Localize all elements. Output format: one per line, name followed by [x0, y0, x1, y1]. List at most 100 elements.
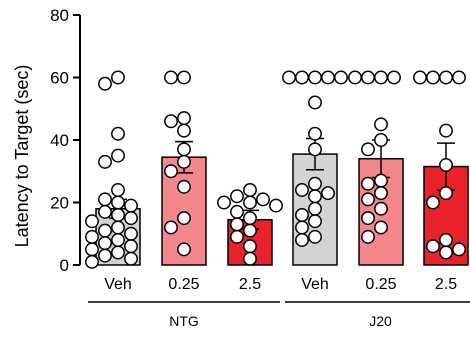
- data-point-1-4: [111, 148, 125, 163]
- data-point-4-11: [321, 186, 335, 201]
- data-point-6-1: [439, 70, 453, 85]
- data-point-6-5: [439, 123, 453, 138]
- data-point-5-15: [361, 229, 375, 244]
- data-point-4-4: [282, 70, 296, 85]
- data-point-5-2: [361, 70, 375, 85]
- y-tick-label-4: 60: [50, 69, 69, 88]
- points-layer: [85, 70, 466, 269]
- data-point-1-16: [124, 226, 138, 241]
- data-point-5-8: [374, 173, 388, 188]
- data-point-5-14: [374, 220, 388, 235]
- data-point-1-9: [124, 198, 138, 213]
- data-point-3-13: [243, 251, 257, 266]
- x-tick-label-1: Veh: [104, 276, 132, 293]
- data-point-6-10: [426, 239, 440, 254]
- data-point-5-11: [361, 192, 375, 207]
- data-point-5-7: [361, 142, 375, 157]
- data-point-6-6: [439, 158, 453, 172]
- data-point-1-5: [98, 154, 112, 169]
- data-point-1-12: [124, 211, 138, 226]
- data-point-3-1: [243, 183, 257, 197]
- group-label-2: J20: [369, 313, 392, 329]
- data-point-5-9: [361, 176, 375, 191]
- data-point-2-5: [177, 123, 191, 138]
- data-point-1-17: [85, 229, 99, 244]
- data-point-2-1: [177, 70, 191, 85]
- group-label-1: NTG: [169, 313, 199, 329]
- data-point-6-8: [426, 195, 440, 210]
- data-point-4-16: [295, 220, 309, 235]
- data-point-3-3: [256, 192, 270, 207]
- data-point-1-13: [85, 214, 99, 229]
- data-point-4-15: [308, 214, 322, 229]
- bars-layer: [95, 153, 469, 266]
- data-point-1-1: [111, 70, 125, 85]
- data-point-5-10: [374, 186, 388, 201]
- data-point-4-2: [295, 70, 309, 85]
- data-point-6-11: [452, 242, 466, 257]
- data-point-1-22: [111, 245, 125, 260]
- data-point-3-11: [230, 229, 244, 244]
- data-point-3-8: [243, 211, 257, 226]
- data-point-3-10: [243, 223, 257, 238]
- data-point-6-4: [413, 70, 427, 85]
- data-point-4-18: [295, 233, 309, 247]
- data-point-3-7: [230, 204, 244, 219]
- y-tick-label-3: 40: [50, 131, 69, 150]
- data-point-2-3: [177, 111, 191, 126]
- axes-layer: 0 20 40 60 80 Veh 0.25 2.5 Veh 0.25 2.5 NTG J20: [50, 6, 470, 329]
- data-point-4-9: [308, 176, 322, 191]
- data-point-2-8: [164, 164, 178, 179]
- data-point-6-7: [439, 186, 453, 201]
- data-point-1-6: [111, 183, 125, 197]
- data-point-3-5: [217, 195, 231, 210]
- data-point-4-12: [308, 189, 322, 204]
- data-point-4-10: [295, 183, 309, 197]
- data-point-4-6: [308, 95, 322, 110]
- data-point-1-15: [98, 223, 112, 238]
- data-point-3-12: [243, 239, 257, 254]
- data-point-4-3: [321, 70, 335, 85]
- y-tick-label-5: 80: [50, 6, 69, 25]
- data-point-3-2: [230, 189, 244, 204]
- data-point-5-5: [374, 117, 388, 132]
- data-point-1-20: [124, 239, 138, 254]
- data-point-2-2: [164, 70, 178, 85]
- data-point-6-2: [426, 70, 440, 85]
- data-point-2-6: [177, 142, 191, 157]
- data-point-1-14: [111, 220, 125, 235]
- x-tick-label-4: Veh: [301, 276, 329, 293]
- y-axis-label: Latency to Target (sec): [12, 65, 32, 248]
- data-point-1-19: [98, 236, 112, 251]
- data-point-2-11: [164, 220, 178, 235]
- data-point-1-24: [124, 251, 138, 266]
- data-point-5-12: [374, 201, 388, 216]
- data-point-1-11: [111, 208, 125, 222]
- data-point-1-18: [111, 233, 125, 247]
- data-point-5-4: [348, 70, 362, 85]
- data-point-2-4: [164, 114, 178, 129]
- data-point-3-4: [243, 195, 257, 210]
- data-point-6-12: [439, 245, 453, 260]
- data-point-4-14: [295, 208, 309, 222]
- data-point-4-5: [334, 70, 348, 85]
- data-point-6-3: [452, 70, 466, 85]
- data-point-3-9: [230, 217, 244, 232]
- data-point-1-25: [85, 254, 99, 269]
- y-tick-label-2: 20: [50, 194, 69, 213]
- data-point-5-1: [374, 70, 388, 85]
- data-point-4-8: [308, 142, 322, 157]
- data-point-1-10: [98, 204, 112, 219]
- data-point-5-3: [387, 70, 401, 85]
- data-point-4-13: [308, 201, 322, 216]
- data-point-4-17: [308, 229, 322, 244]
- data-point-2-7: [177, 154, 191, 169]
- x-tick-label-5: 0.25: [365, 276, 396, 293]
- data-point-1-2: [98, 76, 112, 91]
- data-point-5-13: [361, 211, 375, 226]
- data-point-6-9: [439, 233, 453, 247]
- data-point-3-6: [269, 198, 283, 213]
- y-tick-label-1: 0: [60, 256, 69, 275]
- x-tick-label-3: 2.5: [239, 276, 261, 293]
